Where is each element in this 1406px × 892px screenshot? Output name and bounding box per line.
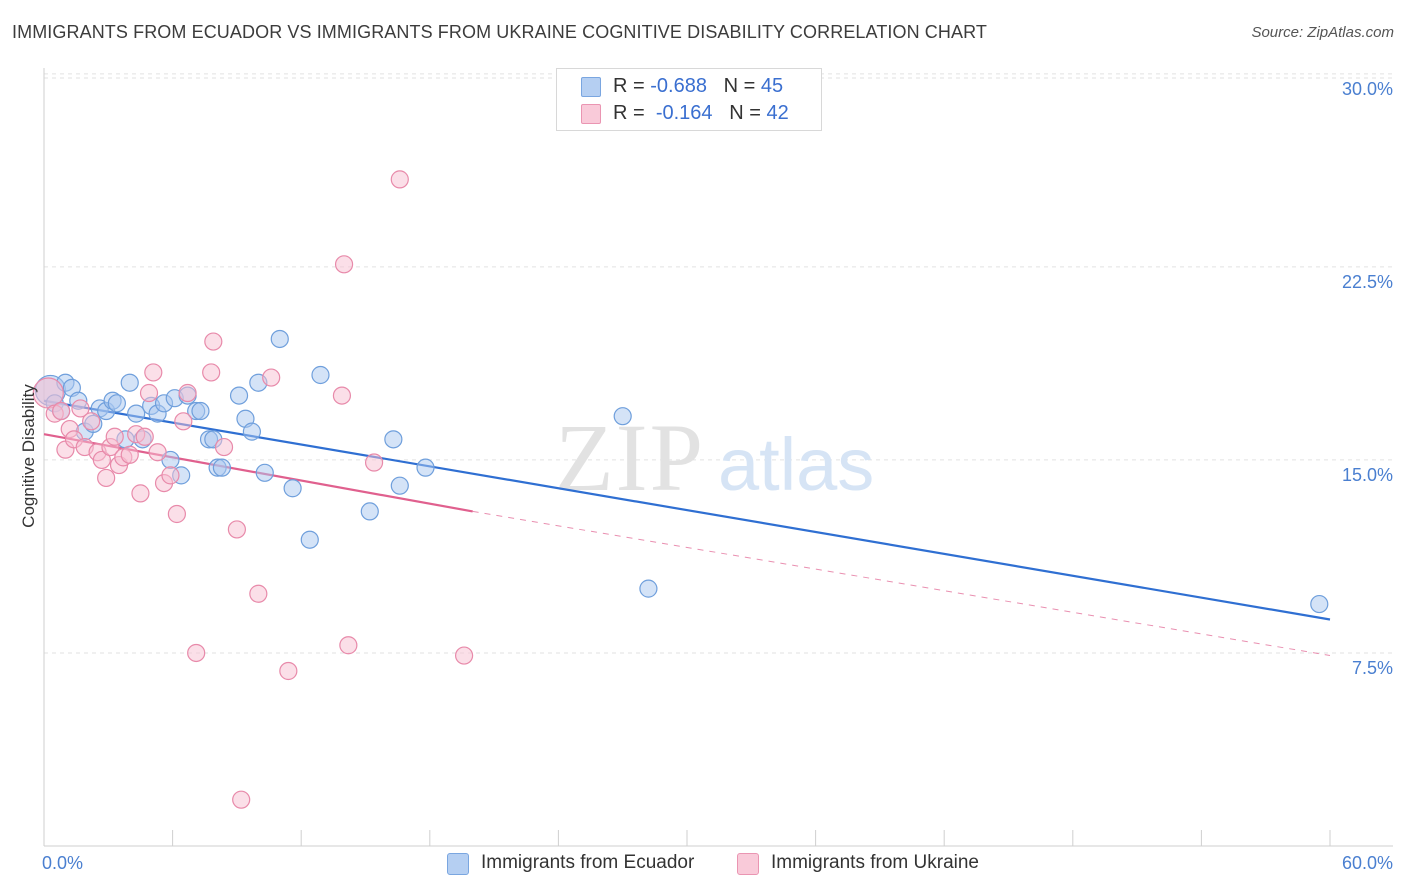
ukraine-point bbox=[178, 383, 197, 403]
bottom-legend-swatch-blue bbox=[447, 853, 469, 875]
ecuador-point bbox=[416, 458, 435, 477]
ecuador-point bbox=[255, 463, 274, 482]
ukraine-point bbox=[262, 368, 281, 387]
x-tick-label: 60.0% bbox=[1342, 853, 1393, 873]
ukraine-point bbox=[364, 453, 384, 472]
ukraine-point bbox=[202, 363, 221, 382]
data-points bbox=[32, 170, 1329, 809]
ukraine-point bbox=[135, 427, 154, 446]
ecuador-point bbox=[191, 401, 210, 421]
ukraine-point bbox=[334, 255, 354, 274]
ukraine-point bbox=[227, 520, 246, 539]
legend-r-value: -0.164 bbox=[655, 102, 713, 124]
ukraine-point bbox=[52, 401, 71, 421]
ukraine-point bbox=[214, 437, 234, 457]
ecuador-point bbox=[1310, 594, 1329, 614]
ukraine-point bbox=[144, 363, 163, 382]
ukraine-point bbox=[139, 383, 159, 403]
ukraine-trend-extension bbox=[472, 510, 1331, 657]
grid-lines bbox=[44, 73, 1393, 654]
ecuador-point bbox=[212, 458, 231, 477]
y-tick-label: 7.5% bbox=[1352, 658, 1393, 678]
ukraine-point bbox=[279, 661, 298, 681]
ecuador-point bbox=[384, 430, 403, 449]
ukraine-point bbox=[232, 790, 251, 809]
zipatlas-watermark: ZIP atlas bbox=[555, 404, 874, 511]
ukraine-point bbox=[71, 399, 90, 418]
legend-n-value: 45 bbox=[760, 75, 784, 97]
y-axis-title: Cognitive Disability bbox=[19, 384, 38, 528]
ecuador-point bbox=[107, 394, 126, 413]
bottom-legend-swatch-pink bbox=[737, 853, 759, 875]
legend-swatch-pink bbox=[581, 104, 601, 124]
ukraine-point bbox=[105, 427, 124, 446]
legend-r-value: -0.688 bbox=[650, 75, 707, 97]
legend-n-value: 42 bbox=[766, 102, 789, 124]
tick-labels: 7.5% 15.0% 22.5% 30.0% 0.0% 60.0% bbox=[42, 79, 1393, 873]
ecuador-point bbox=[127, 404, 146, 423]
ecuador-point bbox=[229, 386, 249, 405]
chart-title: IMMIGRANTS FROM ECUADOR VS IMMIGRANTS FR… bbox=[12, 22, 987, 42]
ukraine-point bbox=[204, 332, 223, 351]
ukraine-point bbox=[161, 466, 180, 485]
chart-source: Source: ZipAtlas.com bbox=[1251, 24, 1394, 41]
y-tick-label: 22.5% bbox=[1342, 272, 1393, 292]
ukraine-point bbox=[249, 584, 268, 603]
ecuador-point bbox=[390, 476, 409, 495]
ukraine-point bbox=[97, 468, 116, 488]
ecuador-point bbox=[270, 329, 289, 349]
bottom-legend-label: Immigrants from Ecuador bbox=[481, 852, 695, 873]
ukraine-point bbox=[120, 445, 139, 464]
ukraine-point bbox=[148, 443, 167, 462]
y-tick-label: 30.0% bbox=[1342, 79, 1393, 99]
ecuador-point bbox=[120, 373, 139, 392]
watermark-atlas: atlas bbox=[718, 423, 874, 506]
legend-n-label: N = bbox=[723, 75, 761, 97]
ukraine-point bbox=[332, 386, 352, 405]
ecuador-point bbox=[360, 502, 379, 521]
legend-r-label: R = bbox=[613, 102, 651, 124]
ukraine-point bbox=[82, 412, 101, 431]
ecuador-point bbox=[639, 579, 658, 598]
legend-r-label: R = bbox=[613, 75, 651, 97]
correlation-legend: R = -0.688 N = 45 R = -0.164 N = 42 bbox=[556, 68, 822, 131]
ukraine-point bbox=[454, 646, 474, 665]
bottom-legend-label: Immigrants from Ukraine bbox=[771, 852, 979, 873]
ecuador-point bbox=[613, 407, 632, 426]
legend-n-label: N = bbox=[729, 102, 767, 124]
ukraine-point bbox=[390, 170, 409, 189]
ukraine-point bbox=[92, 450, 111, 470]
ukraine-point bbox=[131, 484, 150, 503]
ukraine-point bbox=[187, 643, 206, 663]
axes bbox=[43, 68, 1393, 847]
x-tick-label: 0.0% bbox=[42, 853, 83, 873]
ecuador-point bbox=[242, 422, 262, 441]
ecuador-point bbox=[283, 479, 302, 498]
y-tick-label: 15.0% bbox=[1342, 465, 1393, 485]
legend-swatch-blue bbox=[581, 77, 601, 97]
ukraine-point bbox=[167, 504, 186, 524]
ukraine-point bbox=[174, 412, 193, 431]
ecuador-point bbox=[311, 365, 330, 385]
ecuador-point bbox=[300, 530, 319, 549]
ukraine-point bbox=[339, 636, 358, 655]
